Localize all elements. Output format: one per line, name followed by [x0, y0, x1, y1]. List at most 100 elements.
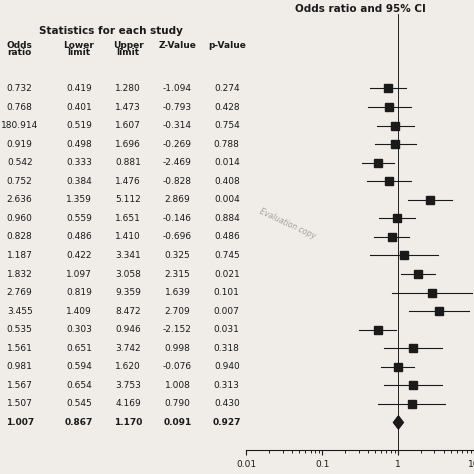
Text: 1.359: 1.359 [66, 195, 92, 204]
Text: 0.318: 0.318 [214, 344, 240, 353]
Text: 1.561: 1.561 [7, 344, 33, 353]
Text: 0.919: 0.919 [7, 140, 33, 149]
Text: 0.790: 0.790 [164, 400, 191, 409]
Text: -0.269: -0.269 [163, 140, 192, 149]
Text: 1.097: 1.097 [66, 270, 92, 279]
Text: -0.146: -0.146 [163, 214, 192, 223]
Text: 0.960: 0.960 [7, 214, 33, 223]
Text: 0.594: 0.594 [66, 362, 92, 371]
Text: limit: limit [117, 48, 140, 57]
Text: -0.314: -0.314 [163, 121, 192, 130]
Text: 0.828: 0.828 [7, 232, 33, 241]
Text: 0.519: 0.519 [66, 121, 92, 130]
Text: 1.409: 1.409 [66, 307, 92, 316]
Text: ratio: ratio [8, 48, 32, 57]
Text: 1.007: 1.007 [6, 418, 34, 427]
Text: 0.559: 0.559 [66, 214, 92, 223]
Text: -0.793: -0.793 [163, 102, 192, 111]
Text: 1.187: 1.187 [7, 251, 33, 260]
Text: 0.535: 0.535 [7, 325, 33, 334]
Text: 0.651: 0.651 [66, 344, 92, 353]
Text: 1.696: 1.696 [115, 140, 141, 149]
Text: 0.422: 0.422 [66, 251, 91, 260]
Text: Upper: Upper [113, 41, 144, 50]
Text: 0.021: 0.021 [214, 270, 240, 279]
Text: 0.768: 0.768 [7, 102, 33, 111]
Text: 1.639: 1.639 [164, 288, 191, 297]
Text: 2.315: 2.315 [164, 270, 191, 279]
Text: 0.333: 0.333 [66, 158, 92, 167]
Text: 1.607: 1.607 [115, 121, 141, 130]
Text: 3.341: 3.341 [115, 251, 141, 260]
Text: 3.455: 3.455 [7, 307, 33, 316]
Text: 9.359: 9.359 [115, 288, 141, 297]
Text: 0.754: 0.754 [214, 121, 240, 130]
Text: 1.170: 1.170 [114, 418, 142, 427]
Text: 2.769: 2.769 [7, 288, 33, 297]
Text: limit: limit [67, 48, 91, 57]
Text: 0.325: 0.325 [164, 251, 191, 260]
Text: 1.832: 1.832 [7, 270, 33, 279]
Text: 0.014: 0.014 [214, 158, 240, 167]
Text: 0.091: 0.091 [164, 418, 191, 427]
Text: 0.384: 0.384 [66, 177, 92, 186]
Text: 0.498: 0.498 [66, 140, 92, 149]
Text: 3.742: 3.742 [115, 344, 141, 353]
Text: 0.101: 0.101 [214, 288, 240, 297]
Text: 0.419: 0.419 [66, 84, 92, 93]
Text: -1.094: -1.094 [163, 84, 192, 93]
Text: 0.031: 0.031 [214, 325, 240, 334]
Text: 2.636: 2.636 [7, 195, 33, 204]
Text: Odds ratio and 95% CI: Odds ratio and 95% CI [295, 4, 426, 14]
Text: 0.401: 0.401 [66, 102, 92, 111]
Text: 0.313: 0.313 [214, 381, 240, 390]
Text: Evaluation copy: Evaluation copy [258, 207, 317, 240]
Text: 0.430: 0.430 [214, 400, 240, 409]
Text: Statistics for each study: Statistics for each study [39, 26, 183, 36]
Text: 0.004: 0.004 [214, 195, 240, 204]
Text: 1.620: 1.620 [115, 362, 141, 371]
Text: -0.696: -0.696 [163, 232, 192, 241]
Text: 0.998: 0.998 [164, 344, 191, 353]
Text: 0.981: 0.981 [7, 362, 33, 371]
Text: 0.927: 0.927 [212, 418, 241, 427]
Text: -0.076: -0.076 [163, 362, 192, 371]
Text: -2.152: -2.152 [163, 325, 192, 334]
Text: 0.752: 0.752 [7, 177, 33, 186]
Text: p-Value: p-Value [208, 41, 246, 50]
Text: 2.869: 2.869 [164, 195, 191, 204]
Text: 1.280: 1.280 [115, 84, 141, 93]
Text: 1.410: 1.410 [115, 232, 141, 241]
Text: 2.709: 2.709 [164, 307, 191, 316]
Text: -0.828: -0.828 [163, 177, 192, 186]
Text: 1.651: 1.651 [115, 214, 141, 223]
Text: -2.469: -2.469 [163, 158, 192, 167]
Text: 3.753: 3.753 [115, 381, 141, 390]
Text: 1.507: 1.507 [7, 400, 33, 409]
Text: 0.408: 0.408 [214, 177, 240, 186]
Text: 0.654: 0.654 [66, 381, 92, 390]
Text: 1.473: 1.473 [115, 102, 141, 111]
Text: Z-Value: Z-Value [158, 41, 196, 50]
Text: 0.486: 0.486 [66, 232, 92, 241]
Text: Lower: Lower [64, 41, 94, 50]
Text: 0.545: 0.545 [66, 400, 92, 409]
Text: 0.946: 0.946 [115, 325, 141, 334]
Text: 1.567: 1.567 [7, 381, 33, 390]
Text: 0.788: 0.788 [214, 140, 240, 149]
Polygon shape [393, 416, 403, 429]
Text: 0.819: 0.819 [66, 288, 92, 297]
Text: 0.303: 0.303 [66, 325, 92, 334]
Text: 0.007: 0.007 [214, 307, 240, 316]
Text: 0.940: 0.940 [214, 362, 240, 371]
Text: 3.058: 3.058 [115, 270, 141, 279]
Text: 0.867: 0.867 [64, 418, 93, 427]
Text: 0.732: 0.732 [7, 84, 33, 93]
Text: 4.169: 4.169 [115, 400, 141, 409]
Text: 0.745: 0.745 [214, 251, 240, 260]
Text: 0.274: 0.274 [214, 84, 239, 93]
Text: 0.428: 0.428 [214, 102, 239, 111]
Text: 0.542: 0.542 [7, 158, 33, 167]
Text: 8.472: 8.472 [115, 307, 141, 316]
Text: 0.884: 0.884 [214, 214, 240, 223]
